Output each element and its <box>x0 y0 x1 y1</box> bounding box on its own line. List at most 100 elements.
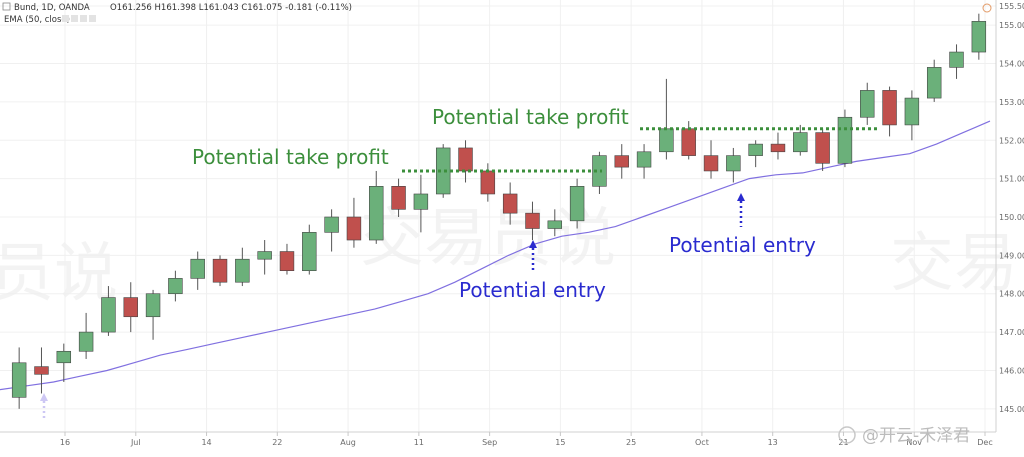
entry-label-2: Potential entry <box>669 233 816 257</box>
entry-label-1: Potential entry <box>459 278 606 302</box>
candle-body <box>659 128 674 153</box>
candle-body <box>279 251 295 272</box>
candle-body <box>525 212 540 229</box>
candle-body <box>145 293 161 318</box>
y-tick-label: 155.000 <box>999 21 1024 30</box>
x-tick-label: Nov <box>906 438 922 447</box>
indicator-buttons[interactable] <box>62 15 96 22</box>
candle-body <box>324 216 339 233</box>
y-tick-label: 146.000 <box>999 366 1024 375</box>
watermark-badge: @开云-禾泽君 <box>838 426 970 446</box>
x-tick-label: Dec <box>977 438 992 447</box>
candle-body <box>926 67 942 99</box>
candle-body <box>34 366 49 375</box>
candle-body <box>904 97 920 126</box>
candle-body <box>11 362 27 398</box>
candle-body <box>614 155 629 168</box>
candle-body <box>123 297 138 318</box>
arrow-head <box>737 193 745 201</box>
ema-line <box>0 120 991 391</box>
symbol-title: Bund, 1D, OANDA <box>14 3 90 13</box>
badge-icon <box>838 426 856 444</box>
candle-body <box>949 51 964 68</box>
x-tick-label: 13 <box>768 438 778 447</box>
y-tick-label: 147.000 <box>999 328 1024 337</box>
ohlc-values: O161.256 H161.398 L161.043 C161.075 -0.1… <box>110 3 352 13</box>
arrow-head <box>40 393 48 401</box>
x-tick-label: Sep <box>482 438 497 447</box>
candle-body <box>413 193 429 210</box>
candle-body <box>547 220 563 229</box>
x-tick-label: Oct <box>695 438 709 447</box>
candle-body <box>257 251 272 260</box>
x-tick-label: Aug <box>340 438 356 447</box>
candle-body <box>882 90 897 126</box>
symbol-icon <box>2 2 11 11</box>
x-tick-label: 11 <box>414 438 424 447</box>
candle-body <box>346 216 362 241</box>
clock-icon[interactable] <box>982 3 992 13</box>
candle-body <box>56 350 72 364</box>
watermark-right: 交易 <box>890 227 1018 301</box>
candle-body <box>815 132 830 164</box>
y-tick-label: 149.000 <box>999 251 1024 260</box>
candle-body <box>190 258 205 279</box>
indicator-button[interactable] <box>89 15 96 22</box>
indicator-button[interactable] <box>80 15 87 22</box>
candle-body <box>78 331 94 352</box>
price-axis: 155.500 155.000 154.000 153.000 152.000 151.0… <box>999 2 1024 414</box>
indicator-button[interactable] <box>62 15 69 22</box>
x-tick-label: 14 <box>201 438 211 447</box>
candle-body <box>770 143 786 153</box>
candle-body <box>971 21 987 53</box>
candle-body <box>569 186 585 222</box>
candle-body <box>860 90 875 118</box>
y-tick-label: 152.000 <box>999 136 1024 145</box>
candle-body <box>369 186 384 241</box>
candle-body <box>168 278 183 295</box>
entry-arrow-2 <box>737 193 745 227</box>
candle-body <box>681 128 696 156</box>
y-tick-label: 150.000 <box>999 213 1024 222</box>
candle-body <box>592 155 607 187</box>
candle-body <box>235 258 250 283</box>
chart-header: Bund, 1D, OANDA O161.256 H161.398 L161.0… <box>2 2 992 25</box>
candle-body <box>793 132 808 153</box>
y-tick-label: 153.000 <box>999 98 1024 107</box>
y-tick-label: 145.000 <box>999 405 1024 414</box>
candle-body <box>101 297 116 333</box>
y-tick-label: 155.500 <box>999 2 1024 11</box>
time-axis: 16 Jul 14 22 Aug 11 Sep 15 25 Oct 13 21 Nov Dec <box>60 432 993 447</box>
y-tick-label: 151.000 <box>999 175 1024 184</box>
take-profit-label-2: Potential take profit <box>432 105 629 129</box>
candle-body <box>458 147 473 172</box>
x-tick-label: 22 <box>272 438 282 447</box>
entry-arrow-1 <box>529 240 537 272</box>
y-tick-label: 148.000 <box>999 290 1024 299</box>
candle-body <box>502 193 518 214</box>
arrow-head <box>529 240 537 248</box>
candle-body <box>212 258 228 283</box>
candle-body <box>480 170 496 195</box>
chart-grid <box>0 0 996 432</box>
candle-body <box>636 151 652 168</box>
x-tick-label: 16 <box>60 438 70 447</box>
candle-body <box>726 155 741 172</box>
x-tick-label: Jul <box>130 438 141 447</box>
candle-body <box>837 116 853 164</box>
candle-body <box>302 232 317 272</box>
take-profit-label-1: Potential take profit <box>192 145 389 169</box>
y-tick-label: 154.000 <box>999 60 1024 69</box>
indicator-button[interactable] <box>71 15 78 22</box>
x-tick-label: 25 <box>626 438 636 447</box>
indicator-label: EMA (50, close) <box>4 15 70 25</box>
watermark-badge-text: @开云-禾泽君 <box>862 426 970 446</box>
x-tick-label: 15 <box>555 438 565 447</box>
faint-entry-arrow <box>40 393 48 420</box>
watermark-left: 员说 <box>0 237 118 311</box>
candle-body <box>748 143 763 156</box>
candle-body <box>391 186 406 210</box>
candles <box>11 13 987 409</box>
candle-body <box>703 155 719 172</box>
